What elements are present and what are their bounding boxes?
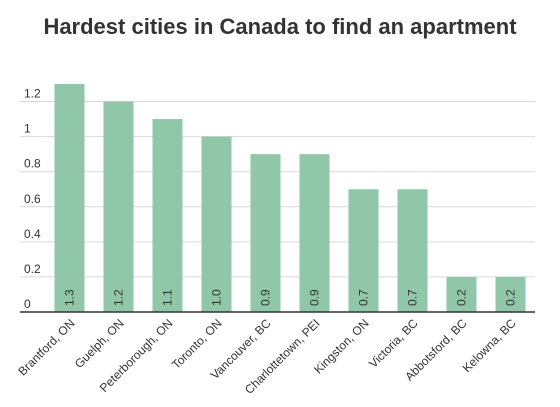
bar (299, 154, 330, 312)
y-tick-label: 0.4 (24, 227, 41, 241)
bar (103, 101, 134, 313)
data-label: 0.7 (357, 289, 371, 306)
y-tick-label: 0.6 (24, 192, 41, 206)
data-label: 1.0 (210, 289, 224, 306)
data-label: 0.7 (406, 289, 420, 306)
chart-title: Hardest cities in Canada to find an apar… (43, 14, 517, 39)
y-tick-label: 0.8 (24, 157, 41, 171)
data-label: 0.9 (308, 289, 322, 306)
bar (201, 136, 232, 312)
bar (250, 154, 281, 312)
y-tick-label: 0.2 (24, 262, 41, 276)
data-label: 0.2 (504, 289, 518, 306)
data-label: 0.9 (259, 289, 273, 306)
data-label: 1.1 (161, 289, 175, 306)
y-tick-label: 1 (24, 122, 31, 136)
bar (446, 276, 477, 312)
bar (152, 119, 183, 312)
data-label: 1.3 (63, 289, 77, 306)
bar (397, 189, 428, 312)
y-tick-label: 1.2 (24, 87, 41, 101)
x-category-label: Kelowna, BC (460, 316, 519, 375)
x-category-label: Brantford, ON (15, 316, 77, 378)
data-label: 0.2 (455, 289, 469, 306)
bar (348, 189, 379, 312)
bar (54, 84, 85, 312)
data-label: 1.2 (112, 289, 126, 306)
bar (495, 276, 526, 312)
y-tick-label: 0 (24, 297, 31, 311)
